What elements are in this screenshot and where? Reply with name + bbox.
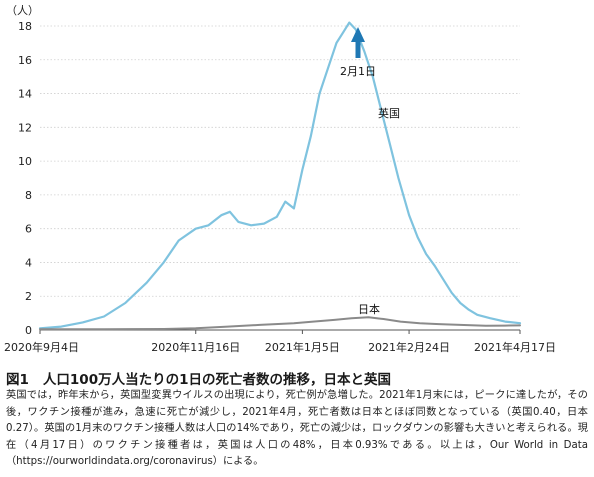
series-lines — [38, 21, 522, 331]
y-tick-label: 14 — [18, 88, 32, 101]
peak-annotation-label: 2月1日 — [340, 65, 376, 78]
gridlines — [40, 25, 520, 297]
y-tick-label: 0 — [25, 324, 32, 337]
x-tick-label: 2021年4月17日 — [474, 340, 556, 354]
y-tick-label: 6 — [25, 223, 32, 236]
uk-series-line — [38, 21, 522, 330]
y-axis-tick-labels: 0 2 4 6 8 10 12 14 16 18 — [18, 20, 32, 337]
japan-series-line — [39, 316, 521, 331]
figure-number: 図1 — [6, 372, 29, 388]
death-rate-chart: 0 2 4 6 8 10 12 14 16 18 （人） 2020年9月4日 2020年11月16日… — [4, 4, 556, 354]
figure-title: 図1 人口100万人当たりの1日の死亡者数の推移，日本と英国 — [6, 368, 588, 388]
japan-series-label: 日本 — [358, 302, 380, 316]
figure-title-text: 人口100万人当たりの1日の死亡者数の推移，日本と英国 — [42, 372, 391, 388]
y-tick-label: 12 — [18, 121, 32, 134]
peak-arrow-head — [351, 27, 365, 42]
y-axis-unit-label: （人） — [6, 4, 39, 17]
y-tick-label: 8 — [25, 189, 32, 202]
uk-series-label: 英国 — [378, 106, 400, 120]
figure-caption: 英国では，昨年末から，英国型変異ウイルスの出現により，死亡例が急増した。2021… — [6, 390, 588, 467]
x-tick-label: 2021年1月5日 — [265, 340, 340, 354]
y-tick-label: 18 — [18, 20, 32, 33]
x-tick-label: 2020年9月4日 — [4, 340, 79, 354]
y-tick-label: 2 — [25, 290, 32, 303]
peak-annotation: 2月1日 — [340, 27, 376, 78]
x-tick-label: 2020年11月16日 — [151, 340, 240, 354]
y-tick-label: 4 — [25, 256, 32, 269]
y-tick-label: 16 — [18, 54, 32, 67]
y-tick-label: 10 — [18, 155, 32, 168]
x-tick-label: 2021年2月24日 — [368, 340, 450, 354]
x-axis: 2020年9月4日 2020年11月16日 2021年1月5日 2021年2月24日 2… — [4, 329, 556, 354]
